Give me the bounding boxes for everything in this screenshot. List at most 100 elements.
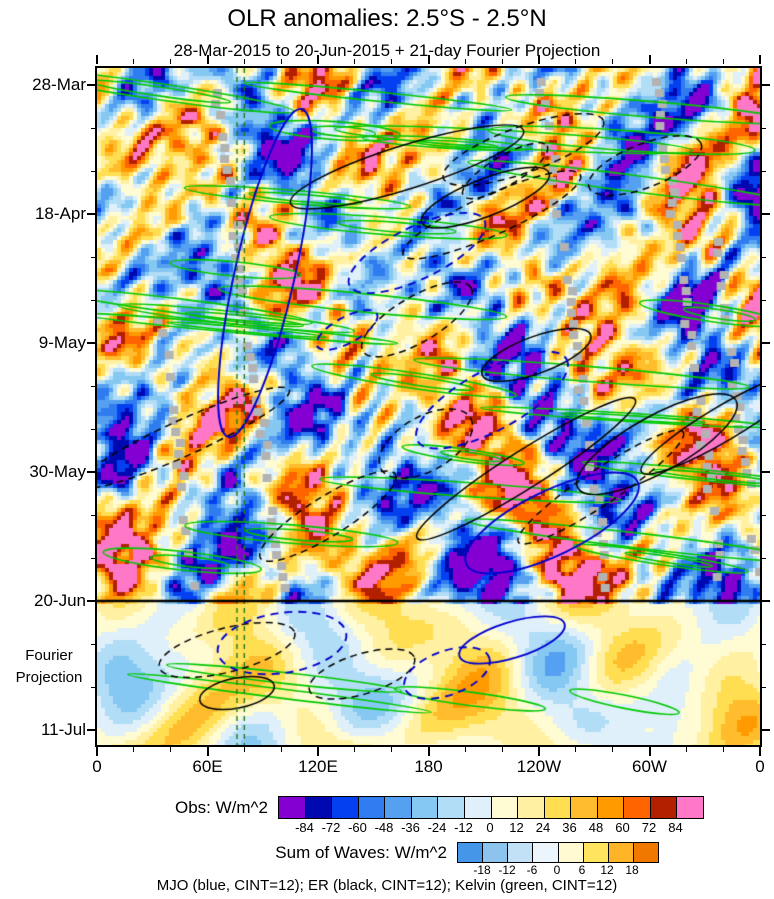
fourier-projection-label: Fourier Projection — [4, 645, 94, 689]
colorbar-cell — [411, 797, 439, 818]
x-minor-tick — [170, 747, 172, 752]
y-major-tick — [760, 471, 770, 473]
y-major-tick — [87, 84, 97, 86]
colorbar-cell — [650, 797, 678, 818]
x-tick-label: 120W — [516, 757, 562, 776]
y-major-tick — [760, 600, 770, 602]
colorbar-tick-label: 12 — [600, 863, 614, 877]
y-tick-label: 28-Mar — [32, 75, 86, 94]
x-minor-tick — [243, 59, 245, 64]
x-major-tick — [317, 55, 319, 64]
y-minor-tick — [91, 687, 97, 688]
colorbar-tick-label: -12 — [498, 863, 516, 877]
y-tick-label: 18-Apr — [34, 204, 86, 223]
x-minor-tick — [280, 59, 282, 64]
colorbar-tick-label: 6 — [578, 863, 586, 877]
colorbar-tick-label: 18 — [625, 863, 639, 877]
y-minor-tick — [760, 687, 766, 688]
y-major-tick — [87, 471, 97, 473]
x-minor-tick — [464, 59, 466, 64]
y-minor-tick — [760, 644, 766, 645]
x-minor-tick — [612, 747, 614, 752]
y-minor-tick — [91, 128, 97, 129]
x-minor-tick — [354, 747, 356, 752]
colorbar-tick-label: 72 — [641, 820, 657, 835]
colorbar-cell — [558, 843, 584, 862]
x-major-tick — [759, 747, 761, 756]
colorbar-tick-label: -24 — [427, 820, 447, 835]
obs-colorbar-label: Obs: W/m^2 — [175, 798, 268, 817]
obs-colorbar-ticks: -84 -72 -60 -48 -36 -24 -12 0 12 24 36 48 60 72 84 — [278, 820, 702, 836]
x-tick-label: 60W — [632, 757, 667, 776]
y-minor-tick — [760, 128, 766, 129]
y-minor-tick — [91, 171, 97, 172]
y-minor-tick — [91, 515, 97, 516]
y-minor-tick — [760, 257, 766, 258]
fourier-line1: Fourier — [25, 647, 73, 664]
y-minor-tick — [91, 558, 97, 559]
x-major-tick — [427, 55, 430, 64]
y-minor-tick — [91, 644, 97, 645]
colorbar-tick-label: -18 — [473, 863, 491, 877]
x-major-tick — [427, 747, 430, 756]
colorbar-tick-label: -60 — [348, 820, 367, 835]
colorbar-tick-label: -48 — [374, 820, 394, 835]
y-major-tick — [760, 342, 770, 344]
y-major-tick — [87, 213, 97, 215]
colorbar-tick-label: -72 — [321, 820, 341, 835]
colorbar-cell — [491, 797, 519, 818]
x-tick-label: 0 — [755, 757, 765, 776]
x-tick-label: 0 — [92, 757, 102, 776]
colorbar-tick-label: 24 — [535, 820, 551, 835]
colorbar-cell — [677, 797, 703, 818]
y-major-tick — [760, 84, 770, 86]
chart-title: OLR anomalies: 2.5°S - 2.5°N — [227, 5, 547, 32]
y-tick-label: 20-Jun — [34, 591, 86, 610]
x-major-tick — [648, 747, 651, 756]
chart-subtitle: 28-Mar-2015 to 20-Jun-2015 + 21-day Four… — [173, 41, 601, 60]
x-minor-tick — [133, 747, 135, 752]
x-minor-tick — [722, 59, 724, 64]
y-major-tick — [760, 729, 770, 731]
y-minor-tick — [760, 515, 766, 516]
colorbar-cell — [358, 797, 386, 818]
colorbar-tick-label: 0 — [553, 863, 561, 877]
colorbar-tick-label: 60 — [615, 820, 630, 835]
colorbar-cell — [544, 797, 572, 818]
colorbar-cell — [332, 797, 359, 818]
colorbar-cell — [571, 797, 598, 818]
y-tick-label: 30-May — [29, 462, 86, 481]
x-major-tick — [317, 747, 319, 756]
colorbar-tick-label: -12 — [454, 820, 473, 835]
y-minor-tick — [760, 386, 766, 387]
x-minor-tick — [575, 747, 577, 752]
y-minor-tick — [760, 558, 766, 559]
y-minor-tick — [91, 257, 97, 258]
x-minor-tick — [391, 59, 393, 64]
x-minor-tick — [464, 747, 466, 752]
hovmoller-field-canvas — [97, 68, 760, 745]
x-major-tick — [759, 55, 761, 64]
y-major-tick — [760, 213, 770, 215]
colorbar-tick-label: 36 — [562, 820, 577, 835]
y-minor-tick — [760, 429, 766, 430]
x-minor-tick — [612, 59, 614, 64]
x-major-tick — [538, 747, 540, 756]
colorbar-tick-label: 84 — [668, 820, 683, 835]
x-major-tick — [648, 55, 651, 64]
colorbar-cell — [508, 843, 534, 862]
colorbar-cell — [483, 843, 509, 862]
waves-colorbar — [457, 842, 659, 863]
colorbar-cell — [279, 797, 306, 818]
x-minor-tick — [133, 59, 135, 64]
colorbar-cell — [518, 797, 545, 818]
y-minor-tick — [760, 171, 766, 172]
y-major-tick — [87, 600, 97, 602]
x-minor-tick — [391, 747, 393, 752]
x-minor-tick — [170, 59, 172, 64]
y-major-tick — [87, 729, 97, 731]
x-major-tick — [206, 747, 209, 756]
x-major-tick — [538, 55, 540, 64]
colorbar-cell — [624, 797, 651, 818]
x-minor-tick — [280, 747, 282, 752]
